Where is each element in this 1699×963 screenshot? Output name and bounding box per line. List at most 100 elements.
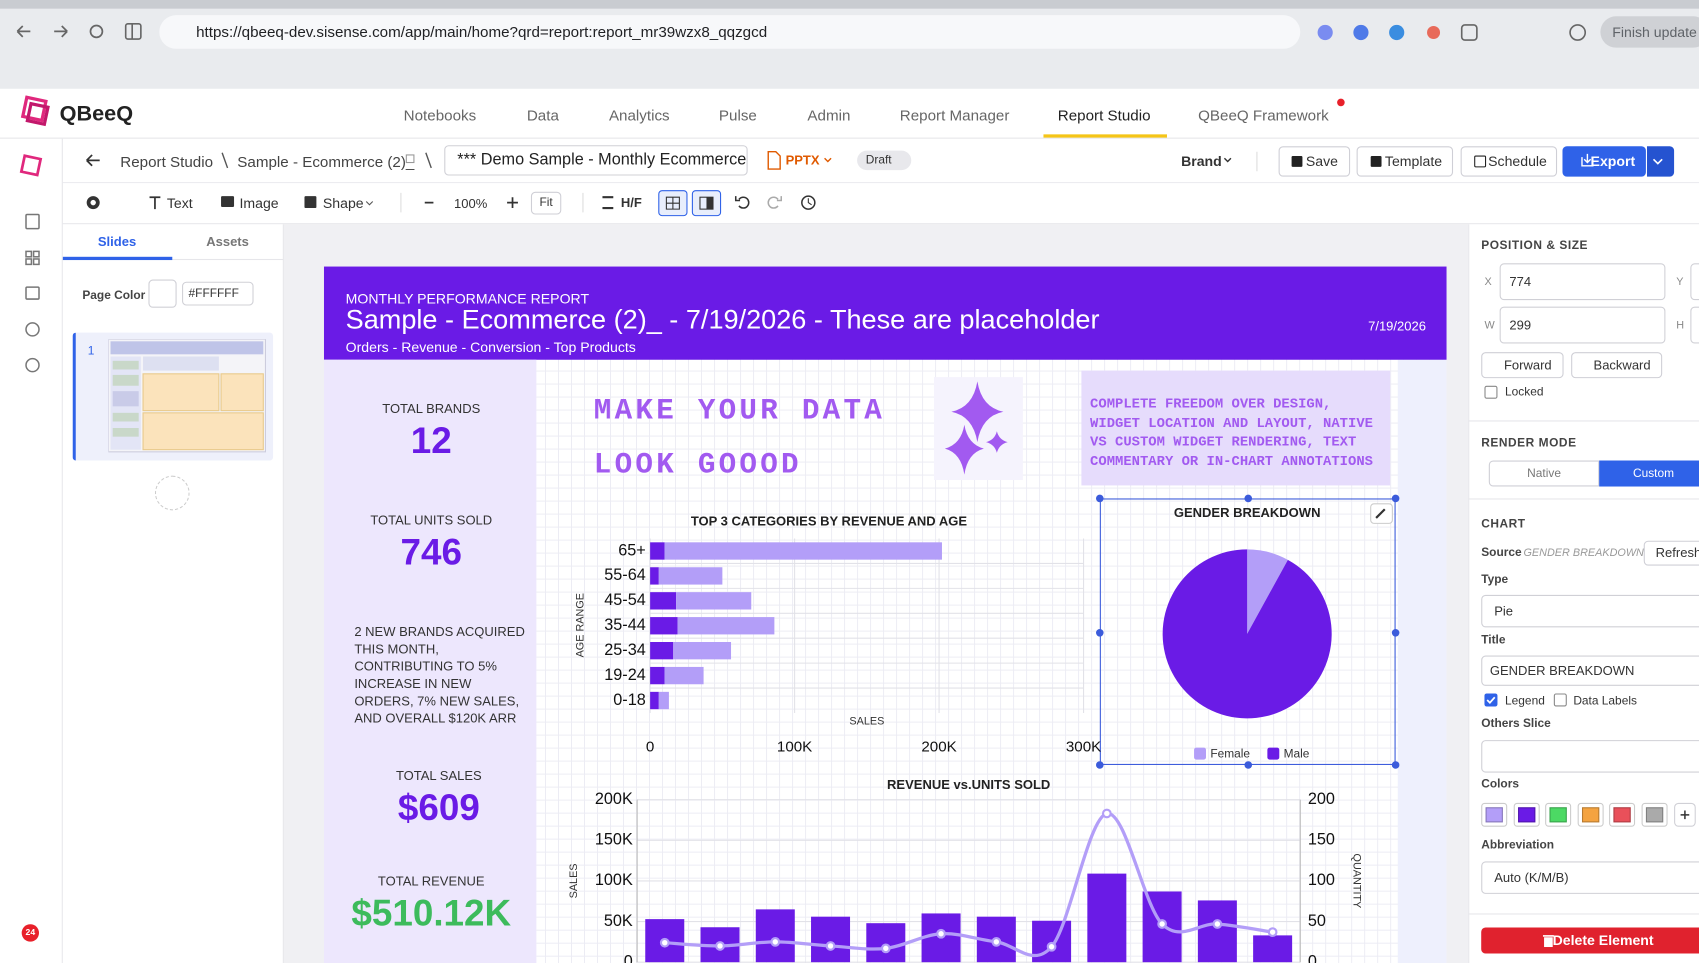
kpi-label: TOTAL UNITS SOLD	[370, 512, 493, 528]
logo-text: QBeeQ	[59, 101, 134, 126]
checkbox-label: Legend	[1505, 694, 1545, 708]
section-title: CHART	[1481, 517, 1526, 531]
divider	[1468, 498, 1699, 500]
swatch-color	[1581, 807, 1599, 823]
x-input[interactable]: 774	[1499, 263, 1666, 301]
check-mark	[1486, 696, 1496, 704]
loading-indicator	[154, 475, 190, 511]
field-label: Y	[1676, 276, 1684, 289]
logo-icon	[20, 95, 50, 127]
template-button[interactable]: Template	[1356, 146, 1454, 177]
abbreviation-select[interactable]: Auto (K/M/B)	[1481, 861, 1699, 894]
section-title: POSITION & SIZE	[1481, 239, 1589, 253]
backward-button[interactable]: Backward	[1571, 352, 1663, 379]
swatch-color	[1613, 807, 1631, 823]
swatch-color	[1485, 807, 1503, 823]
nav-item[interactable]: Data	[526, 106, 559, 124]
swatch-color	[1645, 807, 1663, 823]
image-tool[interactable]: Image	[239, 195, 279, 212]
swatch-color	[1517, 807, 1535, 823]
refresh-button[interactable]: Refresh	[1643, 540, 1699, 566]
update-button[interactable]: Finish update	[1600, 16, 1699, 48]
color-input[interactable]: #FFFFFF	[182, 281, 254, 306]
nav-item[interactable]: Report Manager	[899, 106, 1010, 124]
format-select[interactable]: PPTX	[785, 152, 820, 168]
divider	[1468, 913, 1699, 915]
assets-tab[interactable]: Assets	[206, 234, 249, 250]
color-swatch[interactable]	[1641, 802, 1668, 827]
breadcrumb[interactable]: Sample - Ecommerce (2)_	[237, 152, 415, 171]
selection-handles	[1096, 494, 1400, 769]
toolbar	[62, 139, 1699, 225]
header-footer-tool[interactable]: H/F	[620, 195, 642, 211]
slide-thumbnail	[108, 339, 267, 453]
forward-button[interactable]: Forward	[1481, 352, 1564, 379]
brand-select[interactable]: Brand	[1181, 152, 1222, 170]
kpi-note: 2 NEW BRANDS ACQUIRED THIS MONTH, CONTRI…	[354, 624, 525, 726]
source-value: GENDER BREAKDOWN	[1523, 547, 1644, 560]
sidebar-icons	[19, 154, 43, 942]
address-bar[interactable]	[159, 15, 1301, 49]
extension-icons	[1317, 24, 1587, 41]
locked-checkbox[interactable]	[1484, 385, 1498, 399]
native-option[interactable]: Native	[1488, 460, 1600, 487]
nav-item[interactable]: Analytics	[608, 106, 670, 124]
tab-strip	[0, 0, 1699, 9]
color-swatch[interactable]	[1545, 802, 1572, 827]
custom-option[interactable]: Custom	[1599, 460, 1699, 487]
checkbox-label: Data Labels	[1573, 694, 1637, 708]
data-labels-checkbox[interactable]	[1553, 693, 1567, 707]
legend-checkbox[interactable]	[1484, 693, 1498, 707]
slides-tab[interactable]: Slides	[97, 234, 137, 250]
breadcrumb[interactable]: Report Studio	[120, 152, 214, 171]
field-label: Type	[1481, 573, 1509, 587]
kpi-label: TOTAL REVENUE	[377, 873, 485, 889]
checkbox-label: Locked	[1505, 385, 1544, 399]
save-button[interactable]: Save	[1278, 146, 1351, 177]
swatch-color	[1549, 807, 1567, 823]
color-swatch[interactable]	[1513, 802, 1540, 827]
schedule-button[interactable]: Schedule	[1460, 146, 1558, 177]
sidebar	[0, 138, 63, 963]
document-title-input[interactable]: *** Demo Sample - Monthly Ecommerce P	[444, 145, 748, 176]
field-label: Others Slice	[1481, 717, 1551, 731]
export-button[interactable]: Export	[1562, 146, 1646, 177]
status-chip[interactable]: Draft	[857, 150, 912, 171]
slide-title: Sample - Ecommerce (2)_ - 7/19/2026 - Th…	[345, 304, 1100, 335]
w-input[interactable]: 299	[1499, 306, 1666, 344]
tab-divider	[62, 258, 284, 261]
h-input[interactable]	[1690, 306, 1699, 344]
color-swatch[interactable]	[1481, 802, 1508, 827]
text-tool[interactable]: Text	[166, 195, 193, 212]
badge: 24	[25, 927, 36, 938]
type-select[interactable]: Pie	[1481, 594, 1699, 628]
color-swatch[interactable]	[1577, 802, 1604, 827]
y-input[interactable]	[1690, 263, 1699, 301]
fit-button[interactable]: Fit	[530, 191, 562, 215]
nav-dot	[1337, 98, 1345, 107]
nav-item[interactable]: Admin	[807, 106, 851, 124]
title-input[interactable]: GENDER BREAKDOWN	[1481, 655, 1699, 686]
tab-underline	[62, 256, 173, 261]
nav-item[interactable]: Pulse	[718, 106, 757, 124]
url: https://qbeeq-dev.sisense.com/app/main/h…	[196, 22, 768, 41]
nav-item-active[interactable]: Report Studio	[1057, 106, 1151, 124]
slide-edge	[1397, 359, 1447, 963]
kpi-value: 12	[410, 420, 452, 462]
divider	[1468, 420, 1699, 422]
color-swatch[interactable]	[148, 279, 177, 308]
sparkle-icon	[944, 381, 1008, 475]
callout-box	[1081, 370, 1391, 486]
slide-kicker: MONTHLY PERFORMANCE REPORT	[345, 290, 590, 307]
color-swatches	[1481, 802, 1699, 830]
field-label: Abbreviation	[1481, 838, 1555, 852]
nav-item[interactable]: QBeeQ Framework	[1198, 106, 1329, 124]
others-input[interactable]	[1481, 740, 1699, 773]
toolbar-icons	[86, 150, 1258, 217]
shape-tool[interactable]: Shape	[322, 195, 364, 212]
nav-item[interactable]: Notebooks	[403, 106, 477, 124]
delete-button[interactable]: Delete Element	[1481, 927, 1699, 954]
zoom-level: 100%	[454, 196, 488, 212]
color-swatch[interactable]	[1609, 802, 1636, 827]
